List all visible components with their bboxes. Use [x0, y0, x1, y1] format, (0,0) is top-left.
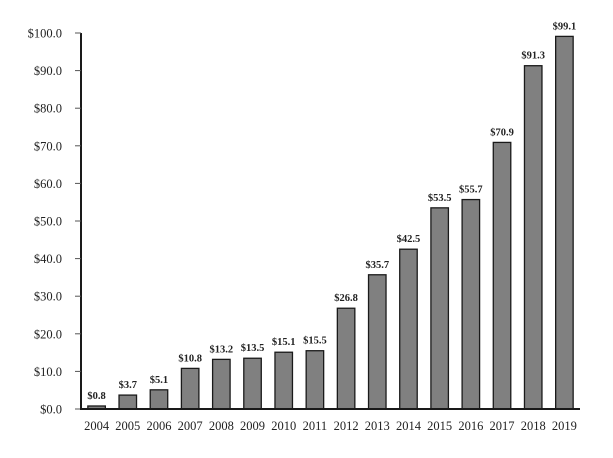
x-tick-label: 2014 — [396, 419, 422, 433]
bar-2019 — [555, 35, 574, 410]
data-label: $5.1 — [150, 375, 168, 386]
x-tick-label: 2010 — [271, 419, 296, 433]
bar-2012 — [336, 307, 356, 410]
bar-2016 — [461, 198, 481, 410]
bar-2017 — [492, 141, 512, 410]
y-tick-label: $70.0 — [34, 139, 62, 153]
x-tick-label: 2018 — [521, 419, 546, 433]
x-tick-label: 2004 — [84, 419, 110, 433]
data-label: $0.8 — [87, 391, 105, 402]
x-tick-label: 2015 — [427, 419, 452, 433]
y-axis: $0.0 $10.0 $20.0 $30.0 $40.0 $50.0 $60.0 $70.0 $… — [28, 27, 82, 417]
x-tick-label: 2019 — [552, 419, 577, 433]
data-label: $35.7 — [365, 260, 389, 271]
x-tick-label: 2011 — [303, 419, 328, 433]
data-label: $13.2 — [210, 344, 234, 355]
bar-2015 — [430, 207, 450, 410]
bar-2014 — [399, 248, 418, 410]
data-label: $15.1 — [272, 337, 296, 348]
y-tick-label: $20.0 — [34, 327, 62, 341]
data-label: $26.8 — [334, 293, 358, 304]
y-tick-label: $30.0 — [34, 290, 62, 304]
data-label: $15.5 — [303, 336, 327, 347]
bar-2008 — [211, 358, 231, 410]
x-tick-label: 2012 — [334, 419, 359, 433]
data-label: $13.5 — [241, 343, 265, 354]
data-label: $3.7 — [119, 380, 137, 391]
y-tick-label: $100.0 — [28, 27, 62, 41]
data-label: $91.3 — [521, 51, 545, 62]
bar-2005 — [118, 394, 138, 410]
x-tick-label: 2007 — [178, 419, 203, 433]
bar-2013 — [367, 274, 387, 410]
y-tick-label: $40.0 — [34, 252, 62, 266]
x-axis: 2004 2005 2006 2007 2008 2009 2010 2011 2012 2013… — [80, 408, 580, 433]
bar-2006 — [149, 389, 169, 410]
data-label: $10.8 — [178, 353, 202, 364]
data-label: $70.9 — [490, 127, 514, 138]
y-tick-label: $50.0 — [34, 215, 62, 229]
bar-2009 — [243, 357, 262, 410]
y-tick-label: $90.0 — [34, 64, 62, 78]
x-tick-label: 2009 — [240, 419, 265, 433]
x-tick-label: 2006 — [146, 419, 171, 433]
x-tick-label: 2016 — [458, 419, 483, 433]
y-tick-label: $80.0 — [34, 102, 62, 116]
bar-2018 — [523, 65, 543, 410]
bar-2007 — [180, 367, 200, 410]
data-label: $55.7 — [459, 185, 483, 196]
data-label: $42.5 — [397, 234, 421, 245]
x-tick-label: 2013 — [365, 419, 390, 433]
x-tick-label: 2008 — [209, 419, 234, 433]
bars: $0.8 $3.7 $5.1 $10.8 $13.2 $13.5 $15.1 $15.5 $26… — [87, 21, 577, 410]
y-tick-label: $10.0 — [34, 365, 62, 379]
y-tick-label: $0.0 — [40, 403, 62, 417]
data-label: $53.5 — [428, 193, 452, 204]
bar-2011 — [305, 350, 325, 410]
bar-2010 — [274, 351, 294, 410]
data-label: $99.1 — [553, 21, 577, 32]
x-tick-label: 2017 — [490, 419, 515, 433]
x-tick-label: 2005 — [115, 419, 140, 433]
y-tick-label: $60.0 — [34, 177, 62, 191]
